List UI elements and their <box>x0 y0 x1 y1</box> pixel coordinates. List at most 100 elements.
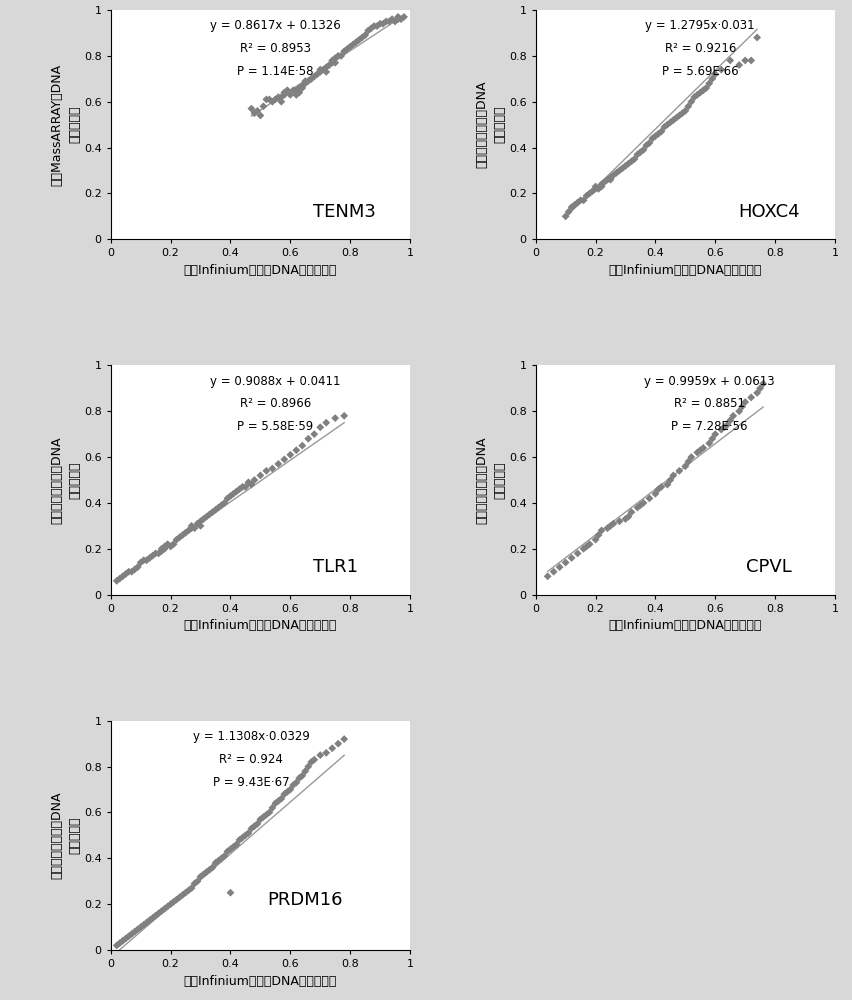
Point <box>308 752 321 768</box>
Point <box>559 208 573 224</box>
Point <box>245 820 258 836</box>
X-axis label: 基于Infinium测定的DNA甲基化水平: 基于Infinium测定的DNA甲基化水平 <box>184 975 337 988</box>
Point <box>337 731 351 747</box>
Point <box>310 66 324 82</box>
Point <box>379 13 393 29</box>
Text: R² = 0.9216: R² = 0.9216 <box>665 42 736 55</box>
Point <box>601 172 614 188</box>
Point <box>622 156 636 172</box>
Point <box>696 440 710 456</box>
Point <box>268 91 282 107</box>
Point <box>565 199 579 215</box>
Point <box>158 541 171 557</box>
Point <box>170 532 183 548</box>
Point <box>266 94 279 110</box>
Point <box>601 520 614 536</box>
Point <box>325 52 339 68</box>
Point <box>221 843 234 859</box>
Point <box>302 431 315 447</box>
Point <box>314 64 327 80</box>
Text: TLR1: TLR1 <box>313 558 358 576</box>
Point <box>322 57 336 73</box>
Point <box>292 85 306 101</box>
Point <box>314 62 327 78</box>
Point <box>304 71 318 87</box>
Point <box>630 146 644 162</box>
Point <box>113 935 127 951</box>
Point <box>331 736 345 752</box>
Point <box>245 477 258 493</box>
Point <box>298 763 312 779</box>
Point <box>577 541 590 557</box>
Text: 基于焦磷酸测序的DNA: 基于焦磷酸测序的DNA <box>50 792 63 879</box>
Point <box>670 110 683 126</box>
Point <box>199 509 213 525</box>
Point <box>361 23 375 39</box>
Point <box>149 545 163 561</box>
Point <box>193 513 207 529</box>
Point <box>256 809 270 825</box>
Point <box>290 82 303 98</box>
Point <box>607 516 620 532</box>
Point <box>579 538 593 554</box>
Text: PRDM16: PRDM16 <box>268 891 343 909</box>
Point <box>592 527 606 543</box>
Point <box>266 461 279 477</box>
Text: P = 7.28E·56: P = 7.28E·56 <box>671 420 747 433</box>
Point <box>187 520 201 536</box>
Point <box>636 142 650 158</box>
Point <box>176 527 189 543</box>
Point <box>694 85 707 101</box>
Point <box>757 376 770 392</box>
Point <box>383 13 396 29</box>
Y-axis label: 甲基化水平: 甲基化水平 <box>68 106 81 143</box>
Point <box>181 882 195 898</box>
Text: 基于焦磷酸测序的DNA: 基于焦磷酸测序的DNA <box>50 436 63 524</box>
Point <box>723 52 737 68</box>
Point <box>233 832 246 848</box>
Point <box>242 474 256 490</box>
Point <box>284 447 297 463</box>
Point <box>233 481 246 497</box>
Point <box>320 64 333 80</box>
Point <box>642 135 656 151</box>
Point <box>278 85 291 101</box>
Point <box>227 839 240 855</box>
Point <box>604 172 618 188</box>
Text: P = 1.14E·58: P = 1.14E·58 <box>237 65 314 78</box>
Point <box>739 394 752 410</box>
Point <box>155 541 169 557</box>
Point <box>652 126 665 142</box>
Text: 基于焦磷酸测序的DNA: 基于焦磷酸测序的DNA <box>475 436 488 524</box>
Point <box>567 197 581 213</box>
Point <box>116 568 130 584</box>
Text: 基于MassARRAY的DNA: 基于MassARRAY的DNA <box>50 64 63 186</box>
Point <box>164 896 177 912</box>
Text: y = 1.1308x·0.0329: y = 1.1308x·0.0329 <box>193 730 310 743</box>
X-axis label: 基于Infinium测定的DNA甲基化水平: 基于Infinium测定的DNA甲基化水平 <box>184 619 337 632</box>
Point <box>595 179 608 195</box>
Point <box>298 73 312 89</box>
Point <box>672 107 686 123</box>
Point <box>125 564 139 580</box>
Point <box>682 454 695 470</box>
Point <box>573 192 587 208</box>
Point <box>337 408 351 424</box>
Point <box>205 504 219 520</box>
Point <box>134 555 147 571</box>
Text: R² = 0.8851: R² = 0.8851 <box>674 397 745 410</box>
Point <box>158 538 171 554</box>
Point <box>260 463 273 479</box>
Point <box>589 181 602 197</box>
Point <box>122 564 135 580</box>
Point <box>723 412 737 428</box>
Point <box>221 490 234 506</box>
Point <box>260 807 273 823</box>
Point <box>598 174 612 190</box>
Point <box>304 71 318 87</box>
Point <box>274 791 288 807</box>
Point <box>664 472 677 488</box>
Point <box>250 816 264 832</box>
Y-axis label: 甲基化水平: 甲基化水平 <box>493 106 506 143</box>
Point <box>320 745 333 761</box>
